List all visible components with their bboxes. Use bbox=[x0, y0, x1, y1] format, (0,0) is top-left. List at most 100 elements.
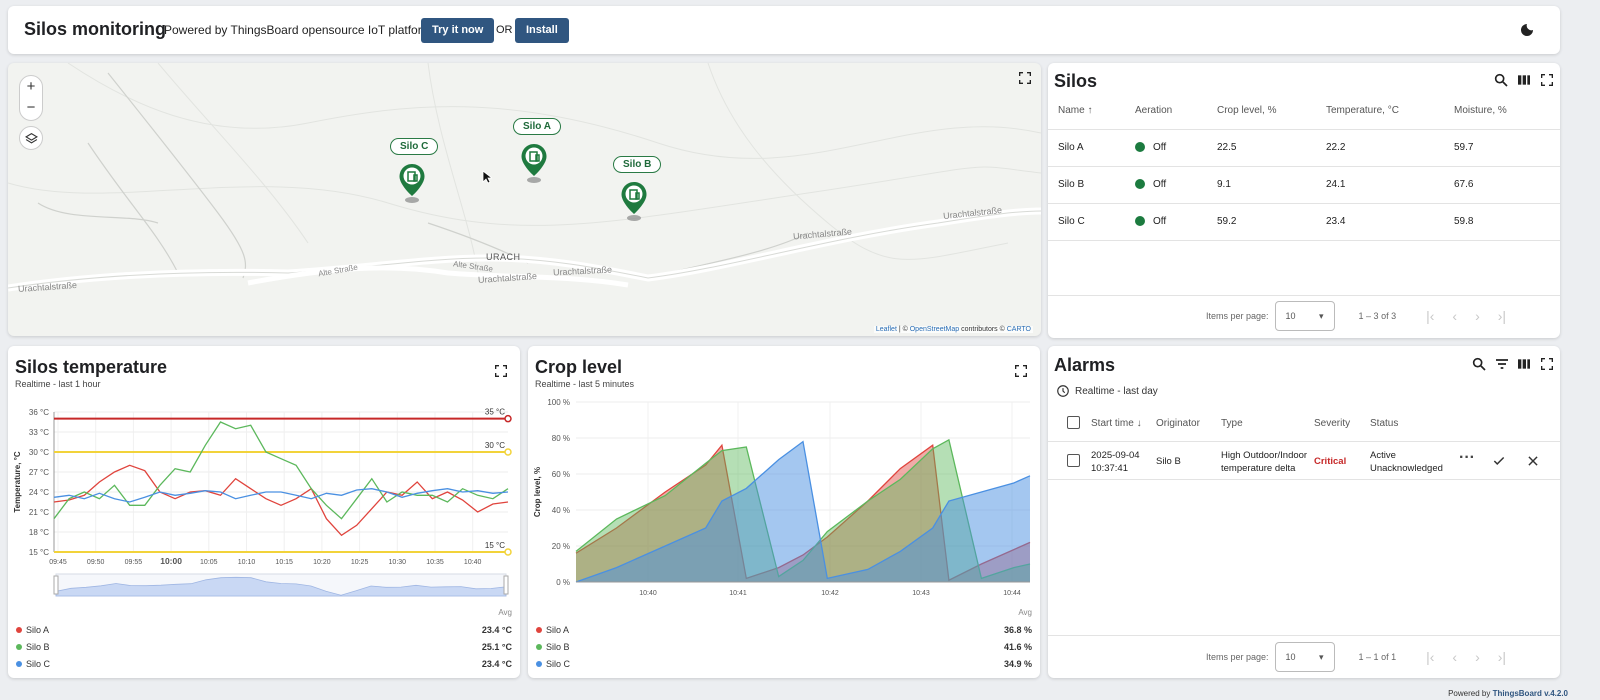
column-header-crop-level[interactable]: Crop level, % bbox=[1207, 93, 1316, 130]
cell-aeration: Off bbox=[1125, 129, 1207, 167]
legend-value: 36.8 % bbox=[1003, 624, 1032, 635]
acknowledge-icon[interactable] bbox=[1492, 454, 1506, 468]
crop-level-chart[interactable]: 100 % 80 % 60 % 40 % 20 % 0 % 10:40 10:41 10:42 1… bbox=[528, 392, 1040, 612]
legend-name: Silo C bbox=[26, 658, 51, 669]
threshold-marker bbox=[504, 548, 512, 556]
dark-mode-icon[interactable] bbox=[1518, 21, 1536, 39]
next-page-icon[interactable]: › bbox=[1475, 308, 1480, 324]
crop-level-widget: Crop level Realtime - last 5 minutes 100… bbox=[528, 346, 1040, 678]
crop-legend: Silo A 36.8 % Silo B 41.6 % Silo C 34.9 % bbox=[536, 621, 1032, 672]
fullscreen-icon[interactable] bbox=[1538, 355, 1556, 373]
cell-aeration: Off bbox=[1125, 203, 1207, 241]
next-page-icon[interactable]: › bbox=[1475, 649, 1480, 665]
select-all-checkbox[interactable] bbox=[1067, 416, 1080, 429]
temperature-chart[interactable]: 36 °C 33 °C 30 °C 27 °C 24 °C 21 °C 18 °C 15 °C… bbox=[8, 392, 520, 662]
column-header-type[interactable]: Type bbox=[1221, 418, 1243, 429]
zoom-out-icon[interactable]: − bbox=[26, 99, 36, 116]
carto-link[interactable]: CARTO bbox=[1006, 326, 1031, 333]
prev-page-icon[interactable]: ‹ bbox=[1452, 308, 1458, 324]
threshold-label: 30 °C bbox=[485, 441, 505, 450]
alarm-time: 10:37:41 bbox=[1091, 463, 1128, 474]
first-page-icon[interactable]: |‹ bbox=[1426, 649, 1435, 665]
alarms-header-row: Start time ↓ Originator Type Severity St… bbox=[1048, 406, 1560, 442]
table-row[interactable]: Silo C Off 59.2 23.4 59.8 bbox=[1048, 203, 1560, 241]
column-header-aeration[interactable]: Aeration bbox=[1125, 93, 1207, 130]
fullscreen-icon[interactable] bbox=[492, 362, 510, 380]
x-tick-label: 10:15 bbox=[275, 559, 293, 566]
filter-icon[interactable] bbox=[1493, 355, 1511, 373]
legend-item: Silo C 34.9 % bbox=[536, 655, 1032, 672]
silo-c-marker-icon[interactable] bbox=[398, 163, 426, 208]
row-checkbox[interactable] bbox=[1067, 454, 1080, 467]
x-tick-label: 10:00 bbox=[160, 556, 182, 566]
table-row[interactable]: Silo A Off 22.5 22.2 59.7 bbox=[1048, 129, 1560, 167]
status-dot bbox=[1135, 179, 1145, 190]
silo-a-marker-icon[interactable] bbox=[520, 143, 548, 188]
table-row[interactable]: 2025-09-04 10:37:41 Silo B High Outdoor/… bbox=[1048, 442, 1560, 480]
column-header-status[interactable]: Status bbox=[1370, 418, 1399, 429]
cell-moist: 59.7 bbox=[1444, 129, 1560, 167]
aeration-value: Off bbox=[1153, 179, 1167, 190]
clear-alarm-icon[interactable] bbox=[1526, 454, 1540, 468]
table-row[interactable]: Silo B Off 9.1 24.1 67.6 bbox=[1048, 166, 1560, 204]
column-header-moisture[interactable]: Moisture, % bbox=[1444, 93, 1560, 130]
series-area-silo-c bbox=[576, 441, 1030, 582]
prev-page-icon[interactable]: ‹ bbox=[1452, 649, 1458, 665]
first-page-icon[interactable]: |‹ bbox=[1426, 308, 1435, 324]
column-header-originator[interactable]: Originator bbox=[1156, 418, 1200, 429]
footer-brand-link[interactable]: ThingsBoard v.4.2.0 bbox=[1492, 689, 1568, 698]
y-tick-label: 33 °C bbox=[29, 428, 49, 437]
silos-title: Silos bbox=[1054, 71, 1098, 91]
marker-label-silo-c[interactable]: Silo C bbox=[390, 138, 439, 155]
timewindow-selector[interactable]: Realtime - last day bbox=[1056, 384, 1158, 398]
search-icon[interactable] bbox=[1470, 355, 1488, 373]
columns-icon[interactable] bbox=[1515, 355, 1533, 373]
alarm-date: 2025-09-04 bbox=[1091, 450, 1140, 461]
marker-label-silo-a[interactable]: Silo A bbox=[513, 118, 561, 135]
fullscreen-icon[interactable] bbox=[1538, 71, 1556, 89]
items-per-page-select[interactable]: 10 ▾ bbox=[1274, 301, 1335, 331]
install-button[interactable]: Install bbox=[515, 18, 569, 43]
osm-link[interactable]: OpenStreetMap bbox=[909, 326, 960, 333]
fullscreen-icon[interactable] bbox=[1016, 69, 1034, 87]
marker-label-silo-b[interactable]: Silo B bbox=[613, 156, 662, 173]
attribution-sep: | © bbox=[898, 326, 908, 333]
items-per-page-select[interactable]: 10 ▾ bbox=[1274, 642, 1335, 672]
x-tick-label: 10:10 bbox=[238, 559, 256, 566]
silos-paginator: Items per page: 10 ▾ 1 – 3 of 3 |‹ ‹ › ›| bbox=[1206, 301, 1506, 331]
fullscreen-icon[interactable] bbox=[1012, 362, 1030, 380]
status-dot bbox=[1135, 142, 1145, 153]
last-page-icon[interactable]: ›| bbox=[1497, 649, 1507, 665]
crop-avg-label: Avg bbox=[1018, 608, 1032, 617]
dashboard-title: Silos monitoring bbox=[24, 19, 166, 39]
alarm-type-line2: temperature delta bbox=[1221, 463, 1296, 474]
column-header-start-time[interactable]: Start time ↓ bbox=[1091, 418, 1142, 429]
cell-temp: 24.1 bbox=[1316, 166, 1444, 204]
more-actions-icon[interactable]: ··· bbox=[1459, 449, 1475, 466]
column-header-temperature[interactable]: Temperature, °C bbox=[1316, 93, 1444, 130]
legend-item: Silo B 41.6 % bbox=[536, 638, 1032, 655]
legend-name: Silo A bbox=[26, 624, 50, 635]
last-page-icon[interactable]: ›| bbox=[1497, 308, 1507, 324]
footer-powered: Powered by ThingsBoard v.4.2.0 bbox=[1448, 689, 1568, 698]
alarm-status-line2: Unacknowledged bbox=[1370, 463, 1443, 474]
items-per-page-value: 10 bbox=[1285, 652, 1296, 662]
y-tick-label: 27 °C bbox=[29, 468, 49, 477]
columns-icon[interactable] bbox=[1515, 71, 1533, 89]
silo-b-marker-icon[interactable] bbox=[620, 181, 648, 226]
cell-crop: 9.1 bbox=[1207, 166, 1316, 204]
search-icon[interactable] bbox=[1492, 71, 1510, 89]
column-header-severity[interactable]: Severity bbox=[1314, 418, 1351, 429]
zoom-in-icon[interactable]: + bbox=[26, 78, 36, 95]
map-widget[interactable]: URACH Urachtalstraße Urachtalstraße Urac… bbox=[8, 63, 1041, 336]
cell-moist: 59.8 bbox=[1444, 203, 1560, 241]
column-header-name[interactable]: Name ↑ bbox=[1048, 93, 1125, 130]
alarms-widget: Alarms Realtime - last day Start time ↓ … bbox=[1048, 346, 1560, 678]
legend-name: Silo A bbox=[546, 624, 570, 635]
leaflet-link[interactable]: Leaflet bbox=[875, 326, 897, 333]
cursor-icon bbox=[482, 170, 494, 189]
layers-icon[interactable] bbox=[19, 126, 43, 150]
legend-name: Silo B bbox=[26, 641, 50, 652]
try-it-now-button[interactable]: Try it now bbox=[421, 18, 495, 43]
threshold-label: 35 °C bbox=[485, 408, 505, 417]
